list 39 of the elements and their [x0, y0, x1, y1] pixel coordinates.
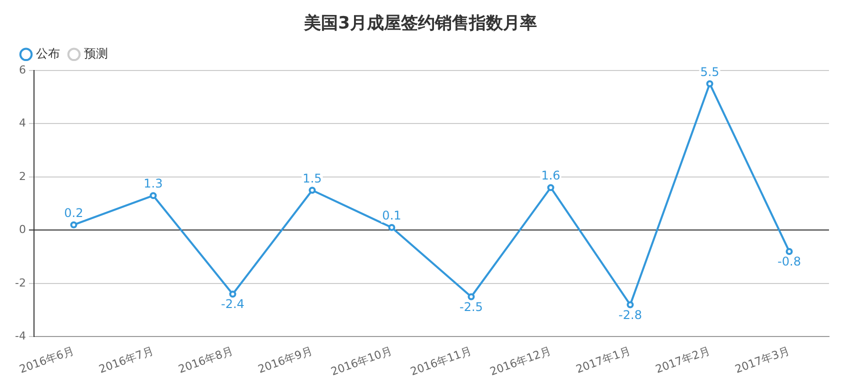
- point: [229, 290, 236, 298]
- point: [547, 184, 554, 192]
- point: [626, 301, 634, 308]
- data-label: -2.8: [618, 308, 642, 322]
- x-tick-label: 2016年10月: [329, 344, 394, 378]
- x-tick-label: 2017年2月: [654, 344, 712, 376]
- x-tick-label: 2016年11月: [408, 344, 474, 378]
- point: [468, 293, 475, 300]
- legend-label: 预测: [84, 46, 108, 61]
- legend-label: 公布: [36, 46, 60, 61]
- x-tick-label: 2016年9月: [256, 344, 314, 376]
- point: [150, 192, 157, 200]
- x-tick-label: 2016年7月: [97, 344, 156, 376]
- y-tick-label: 2: [18, 170, 26, 183]
- data-label: 5.5: [700, 64, 720, 79]
- point: [70, 221, 78, 228]
- data-label: -2.5: [460, 300, 483, 314]
- x-tick-label: 2016年12月: [488, 344, 553, 378]
- y-tick-label: 4: [18, 116, 26, 130]
- y-tick-label: 0: [18, 223, 26, 236]
- data-label: 0.2: [64, 206, 84, 220]
- x-tick-label: 2017年3月: [733, 344, 792, 376]
- x-tick-label: 2016年8月: [176, 344, 235, 376]
- data-label: 0.1: [382, 208, 402, 223]
- x-tick-label: 2017年1月: [574, 344, 632, 376]
- data-label: 1.6: [541, 168, 560, 183]
- chart-title: 美国3月成屋签约销售指数月率: [303, 14, 537, 34]
- point: [308, 186, 316, 194]
- y-tick-label: 6: [18, 63, 26, 76]
- point: [786, 248, 793, 255]
- data-label: -2.4: [221, 297, 244, 312]
- data-label: 1.5: [302, 171, 322, 186]
- y-tick-label: -4: [15, 330, 26, 343]
- point: [388, 224, 396, 232]
- point: [706, 80, 714, 88]
- x-tick-label: 2016年6月: [18, 344, 76, 376]
- data-label: -0.8: [778, 254, 801, 269]
- y-tick-label: -2: [15, 276, 26, 290]
- data-label: 1.3: [144, 176, 163, 191]
